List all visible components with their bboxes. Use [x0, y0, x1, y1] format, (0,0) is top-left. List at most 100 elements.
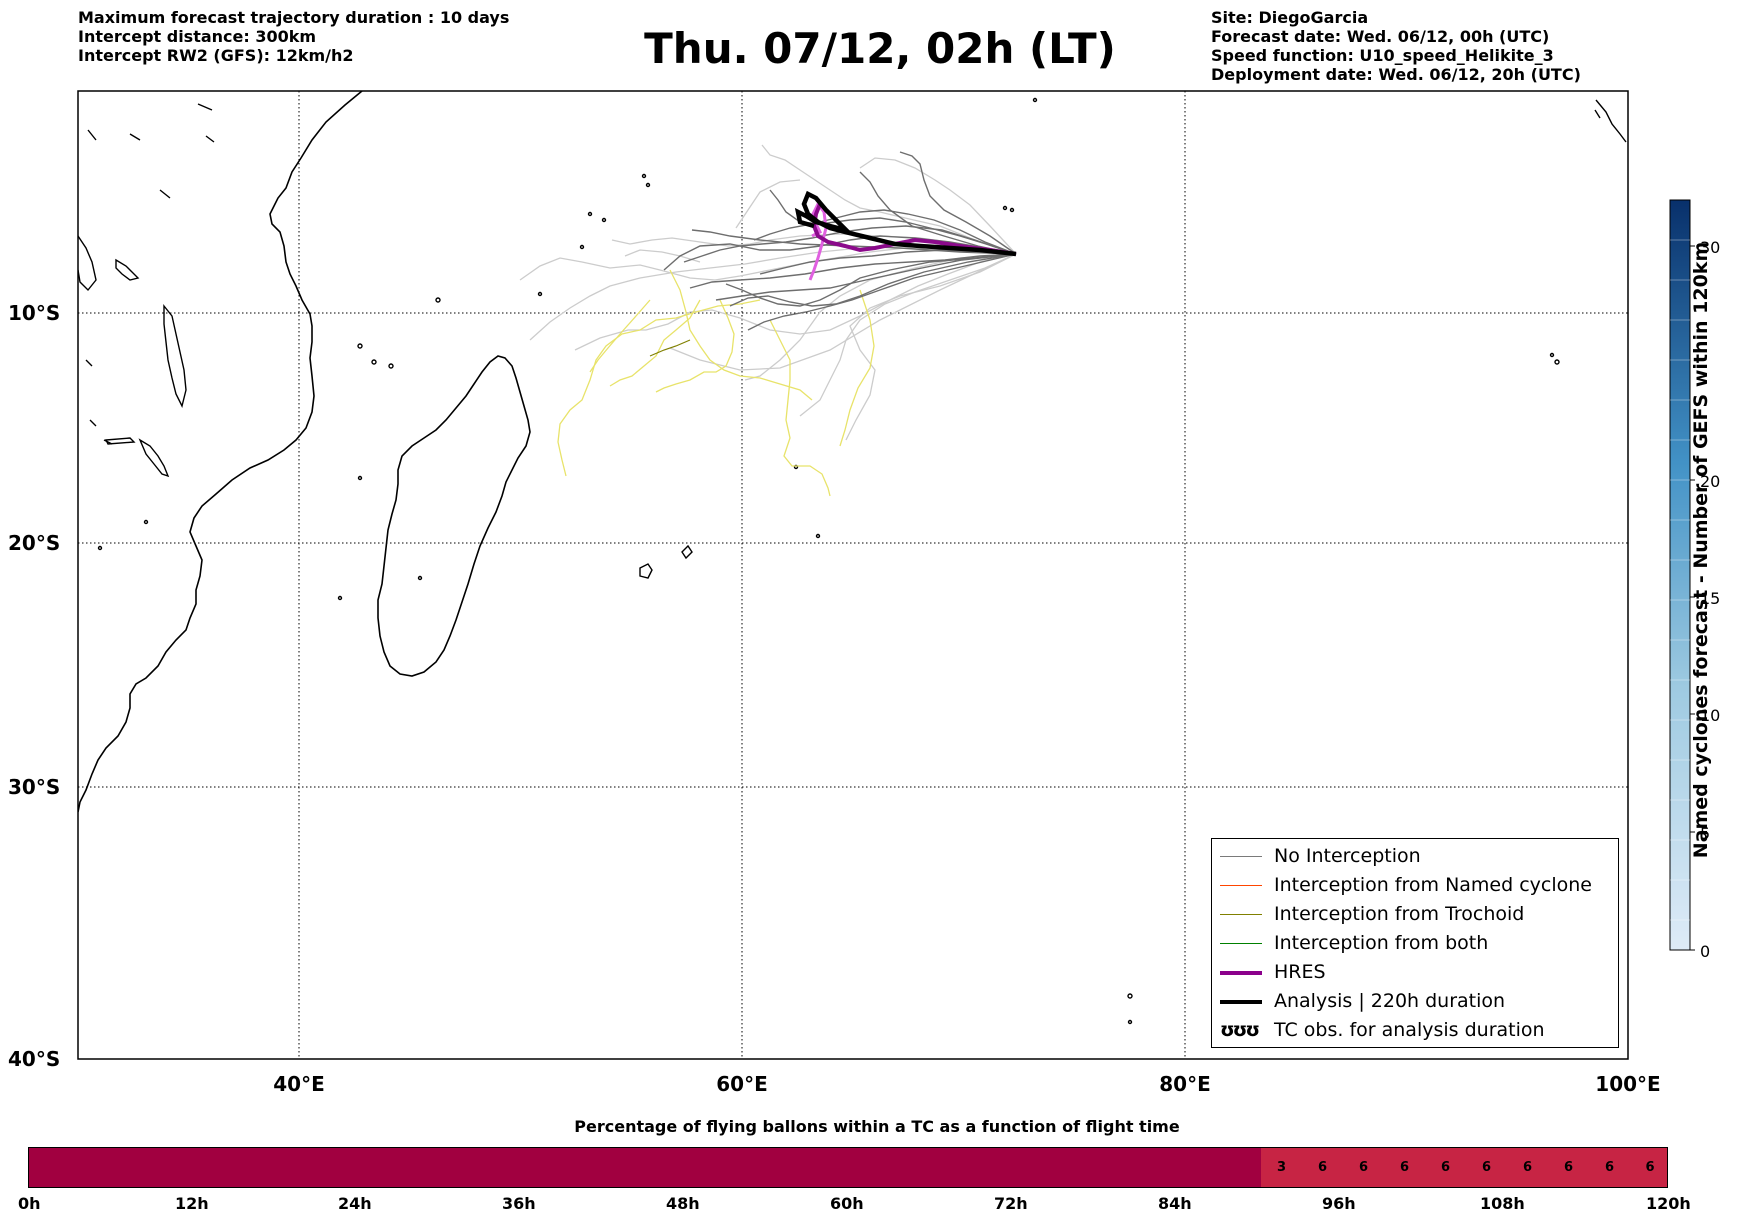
pct-cell: 6: [1302, 1148, 1343, 1187]
pct-cell: 6: [1507, 1148, 1548, 1187]
colorbar-tick: 5: [1700, 824, 1710, 843]
legend-swatch: [1220, 971, 1262, 975]
lon-label: 80°E: [1159, 1072, 1211, 1096]
lat-label: 10°S: [8, 301, 60, 325]
flight-tick: 108h: [1480, 1194, 1525, 1213]
lat-label: 20°S: [8, 531, 60, 555]
flight-tick: 96h: [1322, 1194, 1356, 1213]
legend-item-hres: HRES: [1212, 959, 1618, 988]
pct-cell: 6: [1466, 1148, 1507, 1187]
madagascar-coastline: [377, 355, 531, 677]
lake-coastline: [138, 438, 170, 478]
trajectory-no-interception: [683, 225, 1017, 263]
trajectory-no-interception: [669, 269, 813, 401]
trajectory-no-interception: [669, 253, 1017, 371]
flight-tick: 84h: [1158, 1194, 1192, 1213]
legend-label: Interception from Trochoid: [1274, 903, 1525, 925]
legend-swatch: [1220, 914, 1262, 915]
trajectory-no-interception: [753, 209, 1017, 255]
lat-label: 40°S: [8, 1047, 60, 1071]
legend-item-no-interception: No Interception: [1212, 843, 1618, 872]
legend-label: HRES: [1274, 961, 1326, 983]
hres-trajectory: [811, 203, 1017, 256]
trajectory-no-interception: [839, 289, 875, 447]
trajectory-no-interception: [689, 253, 1017, 289]
header-right-line: Site: DiegoGarcia: [1211, 8, 1369, 27]
pct-cell: 6: [1589, 1148, 1630, 1187]
flight-tick: 24h: [338, 1194, 372, 1213]
trajectory-no-interception: [624, 249, 701, 263]
header-right-line: Forecast date: Wed. 06/12, 00h (UTC): [1211, 27, 1550, 46]
pct-cell: 6: [1548, 1148, 1589, 1187]
islands: [85, 97, 1627, 1025]
trajectory-no-interception: [845, 253, 1017, 441]
header-right: Site: DiegoGarcia Forecast date: Wed. 06…: [1211, 8, 1581, 84]
pct-cell: 6: [1630, 1148, 1667, 1187]
map-title: Thu. 07/12, 02h (LT): [644, 24, 1116, 73]
analysis-trajectory: [794, 190, 1017, 257]
legend-swatch: [1220, 943, 1262, 944]
header-left-line: Intercept RW2 (GFS): 12km/h2: [78, 46, 354, 65]
legend-label: TC obs. for analysis duration: [1274, 1019, 1545, 1041]
trajectory-no-interception: [589, 299, 651, 373]
flight-tick: 12h: [175, 1194, 209, 1213]
trajectory-no-interception: [769, 319, 831, 497]
colorbar-tick: 30: [1700, 238, 1720, 257]
trajectories-yellow: [557, 269, 875, 497]
header-left-line: Maximum forecast trajectory duration : 1…: [78, 8, 510, 27]
trajectory-no-interception: [715, 253, 1017, 301]
trajectory-no-interception: [574, 253, 1017, 351]
legend-label: No Interception: [1274, 845, 1421, 867]
pct-cell: 3: [1261, 1148, 1302, 1187]
trajectory-no-interception: [761, 144, 1017, 255]
legend-label: Interception from both: [1274, 932, 1489, 954]
trajectory-no-interception: [729, 253, 1017, 307]
trajectory-no-interception: [655, 299, 735, 393]
pct-cell: 6: [1384, 1148, 1425, 1187]
legend-label: Interception from Named cyclone: [1274, 874, 1592, 896]
map-frame: [77, 90, 1629, 1060]
africa-coastline: [78, 91, 363, 813]
trajectory-no-interception: [799, 253, 1017, 417]
legend-swatch: [1220, 1000, 1262, 1004]
colorbar-fill: [1669, 199, 1691, 951]
flight-percentage-bar: 3 6 6 6 6 6 6 6 6 6: [28, 1147, 1668, 1188]
header-right-line: Speed function: U10_speed_Helikite_3: [1211, 46, 1554, 65]
flight-tick: 48h: [666, 1194, 700, 1213]
flight-tick: 120h: [1646, 1194, 1691, 1213]
flight-bar-title: Percentage of flying ballons within a TC…: [574, 1117, 1180, 1136]
trajectory-no-interception: [859, 171, 1017, 255]
flight-tick: 72h: [994, 1194, 1028, 1213]
flight-tick: 60h: [830, 1194, 864, 1213]
tc-obs-icon: ʊʊʊ: [1220, 1019, 1260, 1041]
trajectory-no-interception: [609, 299, 701, 387]
legend-item-named-cyclone: Interception from Named cyclone: [1212, 872, 1618, 901]
colorbar-label: Named cyclones forecast - Number of GEFS…: [1690, 241, 1712, 859]
lat-label: 30°S: [8, 775, 60, 799]
legend-item-both: Interception from both: [1212, 930, 1618, 959]
colorbar: 0 5 10 15 20 30: [1669, 199, 1720, 961]
flight-tick: 36h: [502, 1194, 536, 1213]
colorbar-tick: 0: [1700, 942, 1710, 961]
lon-label: 60°E: [716, 1072, 768, 1096]
lon-label: 100°E: [1595, 1072, 1660, 1096]
trajectory-no-interception: [747, 253, 1017, 331]
trajectory-no-interception: [859, 157, 1017, 255]
header-right-line: Deployment date: Wed. 06/12, 20h (UTC): [1211, 65, 1581, 84]
header-left-line: Intercept distance: 300km: [78, 27, 317, 46]
trajectories-olive: [649, 339, 691, 357]
lake-coastline: [115, 258, 140, 281]
trajectories-dark: [663, 151, 1017, 331]
header-left: Maximum forecast trajectory duration : 1…: [78, 8, 509, 65]
flight-tick: 0h: [18, 1194, 41, 1213]
hres-trajectory: [808, 201, 828, 281]
pct-cell: 6: [1425, 1148, 1466, 1187]
trajectory-no-interception: [735, 179, 801, 229]
legend-item-analysis: Analysis | 220h duration: [1212, 988, 1618, 1017]
lake-coastline: [163, 304, 187, 409]
colorbar-tick: 10: [1700, 706, 1720, 725]
trajectory-no-interception: [899, 151, 1017, 255]
legend-item-tc-obs: ʊʊʊ TC obs. for analysis duration: [1212, 1017, 1618, 1046]
grid-lines: [78, 91, 1628, 1059]
